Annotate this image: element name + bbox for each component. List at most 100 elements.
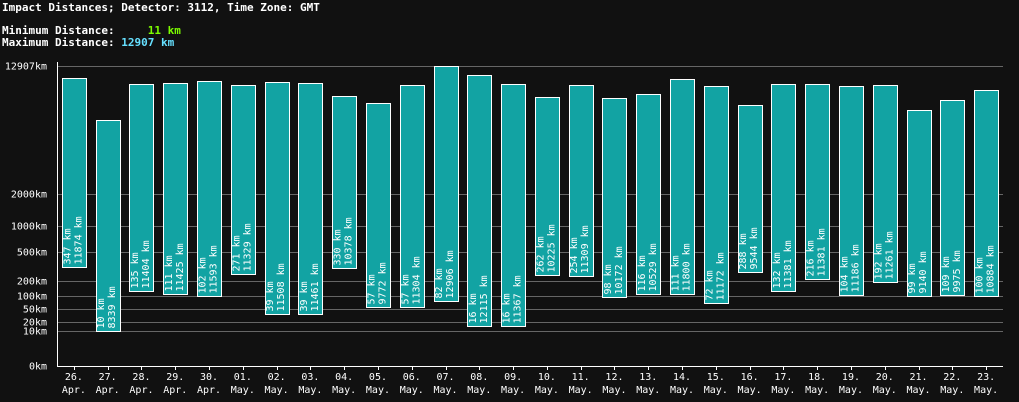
x-tick-month-label: May. [906, 385, 930, 396]
min-distance-label: 72 km [704, 270, 715, 300]
range-bar [704, 86, 729, 304]
min-distance-label: 271 km [231, 235, 242, 271]
max-distance-label: 11593 km [209, 245, 220, 293]
range-bar [771, 84, 796, 292]
max-distance-label: 11874 km [73, 216, 84, 264]
x-tick-month-label: May. [636, 385, 660, 396]
x-tick-day-label: 18. [808, 372, 826, 383]
x-tick-month-label: May. [873, 385, 897, 396]
min-distance-label: 39 km [299, 281, 310, 311]
range-bar [129, 84, 154, 292]
chart-title: Impact Distances; Detector: 3112, Time Z… [2, 1, 320, 14]
x-tick-month-label: May. [433, 385, 457, 396]
x-tick-day-label: 05. [369, 372, 387, 383]
x-tick-day-label: 26. [65, 372, 83, 383]
range-bar [535, 97, 560, 276]
max-distance-label: 11261 km [884, 231, 895, 279]
max-distance-label: 11404 km [141, 240, 152, 288]
range-bar [974, 90, 999, 297]
x-tick-day-label: 10. [538, 372, 556, 383]
range-bar [366, 103, 391, 308]
x-tick-day-label: 13. [639, 372, 657, 383]
x-tick-day-label: 21. [910, 372, 928, 383]
min-distance-label: 39 km [265, 281, 276, 311]
max-distance-label: 11425 km [175, 243, 186, 291]
y-tick-label: 1000km [11, 222, 47, 233]
min-distance-label: 10 km [96, 298, 107, 328]
x-tick-month-label: May. [670, 385, 694, 396]
y-tick-label: 50km [23, 305, 47, 316]
range-bar [62, 78, 87, 268]
x-tick-day-label: 07. [437, 372, 455, 383]
max-distance-label: 9140 km [918, 251, 929, 293]
x-tick-month-label: Apr. [163, 385, 187, 396]
x-tick-day-label: 16. [741, 372, 759, 383]
y-tick-label: 500km [17, 248, 47, 259]
range-bar [231, 85, 256, 275]
max-distance-label: 11367 km [513, 275, 524, 323]
range-bar [434, 66, 459, 302]
range-bar [332, 96, 357, 269]
x-tick-day-label: 23. [977, 372, 995, 383]
max-distance-label: 10884 km [986, 245, 997, 293]
max-distance-label: 11309 km [580, 225, 591, 273]
x-tick-day-label: 02. [268, 372, 286, 383]
y-tick-label: 2000km [11, 190, 47, 201]
x-tick-month-label: May. [805, 385, 829, 396]
min-distance-label: 111 km [671, 255, 682, 291]
min-distance-label: 100 km [975, 257, 986, 293]
minimum-distance-line: Minimum Distance: 11 km [2, 25, 181, 37]
max-distance-label: 11800 km [682, 243, 693, 291]
x-tick-month-label: May. [467, 385, 491, 396]
min-distance-label: 347 km [62, 228, 73, 264]
x-tick-day-label: 17. [774, 372, 792, 383]
x-tick-month-label: May. [569, 385, 593, 396]
x-tick-month-label: May. [332, 385, 356, 396]
min-distance-label: 57 km [366, 274, 377, 304]
x-tick-day-label: 19. [842, 372, 860, 383]
max-distance-label: 9975 km [952, 250, 963, 292]
range-bar [467, 75, 492, 327]
range-bar [265, 82, 290, 315]
x-tick-month-label: May. [940, 385, 964, 396]
x-tick-day-label: 01. [234, 372, 252, 383]
min-distance-label: 132 km [772, 252, 783, 288]
range-bar [670, 79, 695, 295]
max-distance-label: 11381 km [783, 240, 794, 288]
x-tick-month-label: Apr. [197, 385, 221, 396]
min-distance-label: 216 km [806, 240, 817, 276]
maximum-distance-label: Maximum Distance: [2, 36, 115, 49]
x-tick-day-label: 12. [605, 372, 623, 383]
min-distance-label: 102 km [198, 257, 209, 293]
x-tick-month-label: Apr. [129, 385, 153, 396]
x-tick-month-label: May. [501, 385, 525, 396]
x-tick-day-label: 03. [301, 372, 319, 383]
range-bar [501, 84, 526, 327]
min-distance-label: 116 km [637, 255, 648, 291]
range-bar [96, 120, 121, 332]
max-distance-label: 11172 km [715, 252, 726, 300]
x-tick-month-label: May. [602, 385, 626, 396]
min-distance-label: 109 km [941, 256, 952, 292]
range-bar [873, 85, 898, 283]
x-tick-month-label: May. [704, 385, 728, 396]
max-distance-label: 10529 km [648, 243, 659, 291]
x-tick-day-label: 22. [943, 372, 961, 383]
x-tick-month-label: May. [298, 385, 322, 396]
max-distance-label: 11381 km [817, 228, 828, 276]
maximum-distance-value: 12907 km [121, 36, 175, 49]
range-bar [907, 110, 932, 297]
min-distance-label: 16 km [468, 293, 479, 323]
min-distance-label: 111 km [164, 255, 175, 291]
min-distance-label: 82 km [434, 268, 445, 298]
min-distance-label: 254 km [569, 237, 580, 273]
max-distance-label: 11461 km [310, 263, 321, 311]
x-tick-day-label: 30. [200, 372, 218, 383]
minimum-distance-label: Minimum Distance: [2, 24, 115, 37]
range-bar [839, 86, 864, 296]
range-bar [197, 81, 222, 297]
min-distance-label: 16 km [502, 293, 513, 323]
range-bar [805, 84, 830, 280]
